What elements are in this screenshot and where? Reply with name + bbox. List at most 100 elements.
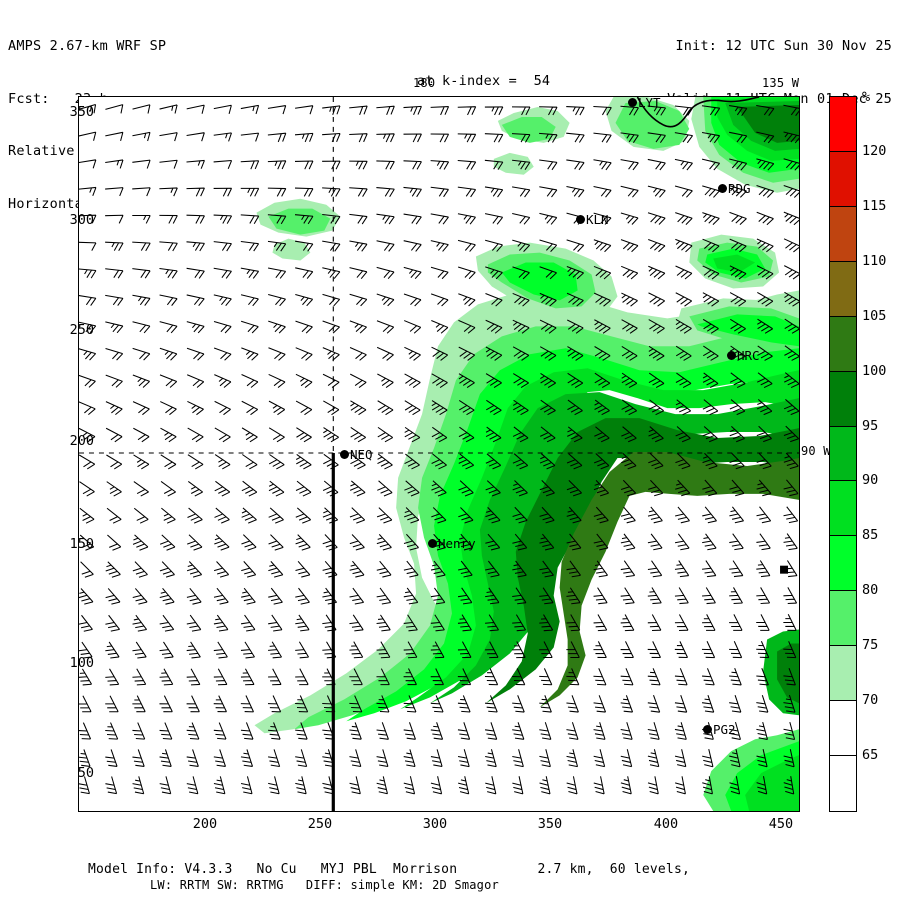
colorbar[interactable] [829, 96, 857, 812]
wind-barb [186, 347, 205, 361]
wind-barb [783, 452, 799, 470]
wind-barb [322, 132, 341, 143]
wind-barb [79, 534, 95, 551]
wind-barb [757, 345, 773, 361]
wind-barb [729, 695, 742, 713]
wind-barb [783, 399, 799, 416]
wind-barb [132, 321, 151, 334]
wind-barb [323, 453, 339, 470]
wind-barb [376, 266, 395, 280]
wind-barb [105, 187, 124, 197]
station-label: LYT [638, 96, 661, 110]
wind-barb [322, 320, 340, 334]
wind-barb [349, 105, 368, 116]
wind-barb [267, 214, 287, 225]
wind-barb [322, 373, 340, 389]
wind-barb [403, 722, 416, 740]
wind-barb [187, 454, 204, 470]
wind-barb [512, 186, 531, 198]
x-tick-label: 450 [768, 816, 794, 832]
wind-barb [431, 453, 447, 470]
wind-barb [241, 427, 258, 443]
wind-barb [376, 187, 395, 197]
wind-barb [539, 560, 554, 578]
station-dot-icon [727, 351, 736, 360]
wind-barb [187, 400, 204, 416]
wind-barb [376, 722, 389, 740]
wind-barb [566, 695, 579, 713]
wind-barb [132, 187, 151, 197]
wind-barb [593, 185, 612, 198]
wind-barb [268, 776, 280, 795]
wind-barb [241, 347, 259, 361]
wind-barb [430, 749, 443, 768]
wind-barb [729, 560, 744, 578]
wind-barb [729, 105, 748, 116]
wind-barb [593, 239, 612, 253]
wind-barb [674, 695, 688, 713]
wind-barb [79, 131, 97, 141]
map-plot-area[interactable]: LYT RDG KLN HRC NEQ Henry PG2 [78, 96, 800, 812]
wind-barb [431, 400, 448, 416]
wind-barb [648, 319, 665, 334]
wind-barb [675, 292, 693, 307]
wind-barb [268, 427, 285, 443]
wind-barb [268, 722, 281, 740]
wind-barb [105, 641, 120, 659]
wind-barb [783, 722, 796, 741]
wind-barb [187, 481, 203, 497]
wind-barb [729, 749, 741, 768]
wind-barb [403, 776, 416, 795]
wind-barb [566, 292, 584, 307]
station-marker[interactable]: Henry [428, 535, 476, 551]
wind-barb [729, 479, 745, 497]
wind-barb [186, 241, 205, 252]
station-marker[interactable]: RDG [718, 180, 751, 196]
x-tick-label: 250 [307, 816, 333, 832]
wind-barb [159, 668, 174, 686]
wind-barb [783, 425, 799, 443]
wind-barb [783, 641, 797, 659]
colorbar-segment [830, 371, 856, 427]
station-marker[interactable]: KLN [576, 211, 609, 227]
wind-barb [756, 614, 770, 631]
wind-barb [213, 294, 232, 307]
wind-barb [132, 588, 148, 605]
wind-barb [674, 668, 688, 686]
colorbar-segment [830, 316, 856, 372]
wind-barb [377, 373, 394, 389]
wind-barb [79, 186, 97, 197]
wind-barb [756, 641, 770, 659]
wind-barb [186, 132, 205, 142]
wind-barb [349, 267, 368, 280]
wind-barb [593, 695, 607, 713]
wind-barb [213, 267, 232, 279]
wind-barb [295, 267, 314, 279]
wind-barb [457, 695, 471, 713]
wind-barb [539, 159, 558, 171]
wind-barb [159, 374, 178, 388]
wind-barb [376, 507, 393, 524]
wind-barb [539, 668, 553, 686]
wind-barb [512, 426, 529, 443]
wind-barb [458, 453, 475, 470]
wind-barb [349, 293, 368, 307]
station-marker[interactable]: NEQ [340, 446, 373, 462]
wind-barb [485, 506, 501, 524]
wind-barb [268, 347, 286, 361]
wind-barb [294, 160, 314, 170]
wind-barb [539, 749, 551, 768]
wind-barb [485, 587, 500, 605]
station-marker[interactable]: LYT [628, 96, 661, 110]
wind-barb [186, 294, 205, 307]
wind-barb [241, 480, 258, 497]
station-marker[interactable]: HRC [727, 347, 760, 363]
station-marker[interactable]: PG2 [703, 721, 736, 737]
wind-barb [132, 668, 147, 686]
wind-barb [702, 426, 718, 443]
wind-barb [457, 106, 477, 116]
wind-barb [621, 399, 637, 416]
wind-barb [213, 241, 232, 252]
wind-barb [457, 213, 476, 225]
wind-barb [105, 131, 124, 142]
